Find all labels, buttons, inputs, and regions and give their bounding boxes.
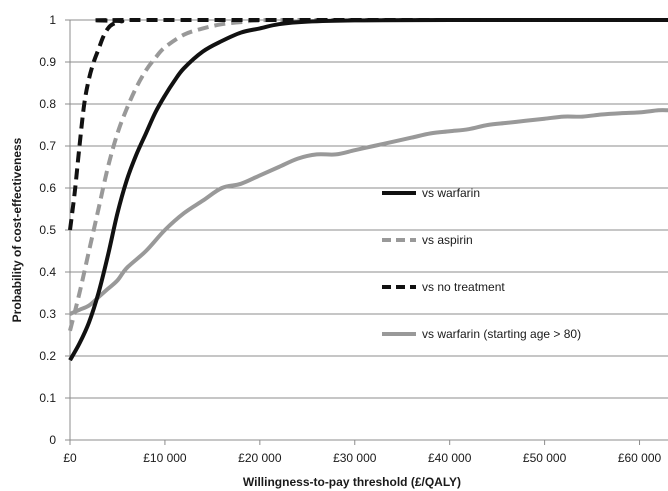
axes: 0 0.1 0.2 0.3 0.4 0.5 0.6 0.7 0.8 0.9 1 £0 £10 000 £2… — [39, 13, 668, 465]
y-tick-label: 0.8 — [39, 97, 56, 111]
y-tick-label: 0.1 — [39, 391, 56, 405]
x-tick-label: £60 000 — [618, 451, 662, 465]
gridlines — [70, 19, 668, 399]
x-tick-label: £0 — [63, 451, 77, 465]
y-tick-label: 0.5 — [39, 223, 56, 237]
x-tick-label: £10 000 — [143, 451, 187, 465]
series-line-vs-no-treatment — [68, 17, 668, 231]
y-tick-label: 0.4 — [39, 265, 56, 279]
y-tick-label: 1 — [49, 13, 56, 27]
y-tick-label: 0.2 — [39, 349, 56, 363]
y-tick-label: 0.6 — [39, 181, 56, 195]
x-tick-label: £50 000 — [523, 451, 567, 465]
series-line-vs-warfarin — [68, 18, 668, 362]
y-tick-label: 0 — [49, 433, 56, 447]
x-tick-label: £20 000 — [238, 451, 282, 465]
legend-label: vs aspirin — [422, 233, 473, 247]
series-line-vs-warfarin-starting-age-80 — [69, 108, 668, 316]
x-tick-label: £30 000 — [333, 451, 377, 465]
y-tick-label: 0.7 — [39, 139, 56, 153]
series-line-vs-aspirin — [68, 17, 668, 332]
y-axis-title: Probability of cost-effectiveness — [10, 137, 24, 322]
x-axis-title: Willingness-to-pay threshold (£/QALY) — [243, 475, 461, 489]
legend-label: vs warfarin — [422, 186, 480, 200]
x-tick-label: £40 000 — [428, 451, 472, 465]
plot-series — [68, 17, 668, 362]
legend-label: vs warfarin (starting age > 80) — [422, 327, 581, 341]
legend: vs warfarin vs aspirin vs no treatment vs w… — [382, 186, 581, 341]
legend-label: vs no treatment — [422, 280, 505, 294]
y-tick-label: 0.9 — [39, 55, 56, 69]
y-tick-label: 0.3 — [39, 307, 56, 321]
